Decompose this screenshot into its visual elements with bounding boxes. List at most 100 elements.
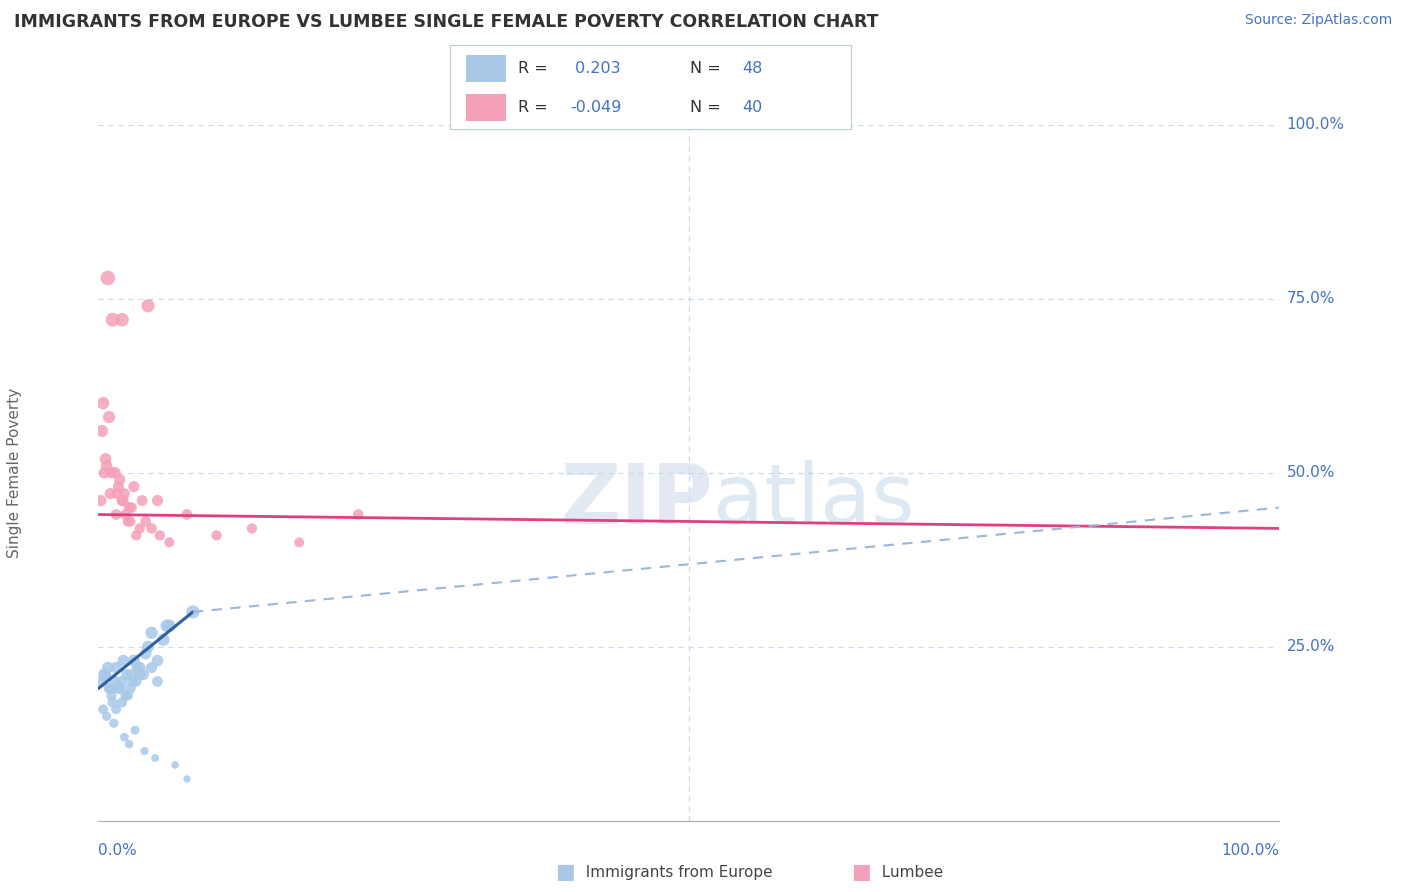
Point <box>104 674 127 689</box>
Text: ZIP: ZIP <box>560 460 713 541</box>
Point <box>146 493 169 508</box>
Point <box>111 312 134 326</box>
Text: 50.0%: 50.0% <box>1286 466 1334 480</box>
Point <box>121 500 143 515</box>
Point <box>111 674 134 689</box>
Point <box>103 716 125 731</box>
Text: 100.0%: 100.0% <box>1286 118 1344 132</box>
Point <box>115 667 138 681</box>
Point <box>105 508 128 522</box>
Point <box>96 458 118 473</box>
Text: 48: 48 <box>742 61 763 76</box>
Point <box>108 473 131 487</box>
Point <box>101 312 124 326</box>
FancyBboxPatch shape <box>465 54 506 82</box>
Point <box>121 667 143 681</box>
Text: 0.203: 0.203 <box>571 61 621 76</box>
Point <box>156 619 179 633</box>
Point <box>91 396 114 410</box>
Point <box>98 681 121 696</box>
Point <box>90 493 112 508</box>
Point <box>97 660 120 674</box>
Point <box>122 480 145 494</box>
Point <box>100 689 122 703</box>
Point <box>117 515 139 529</box>
Point <box>146 674 169 689</box>
Point <box>288 535 311 549</box>
Point <box>118 500 141 515</box>
Text: atlas: atlas <box>713 460 914 541</box>
Point <box>94 451 117 466</box>
Point <box>141 625 163 640</box>
Text: R =: R = <box>517 100 553 115</box>
Point <box>240 521 263 535</box>
Point <box>125 674 148 689</box>
Point <box>114 508 136 522</box>
Point <box>107 480 129 494</box>
Point <box>132 667 155 681</box>
Point <box>176 508 198 522</box>
Point <box>105 486 128 500</box>
Text: Immigrants from Europe: Immigrants from Europe <box>576 865 773 880</box>
Text: R =: R = <box>517 61 553 76</box>
Point <box>157 535 180 549</box>
Point <box>111 493 134 508</box>
Point <box>98 486 121 500</box>
Point <box>181 605 204 619</box>
Point <box>143 751 166 765</box>
Point <box>136 640 159 654</box>
Text: 40: 40 <box>742 100 762 115</box>
Point <box>93 466 115 480</box>
Point <box>101 695 124 709</box>
Point <box>135 515 157 529</box>
Text: ■: ■ <box>851 863 870 882</box>
Point <box>93 667 115 681</box>
Text: Source: ZipAtlas.com: Source: ZipAtlas.com <box>1244 13 1392 28</box>
Point <box>125 528 148 542</box>
Point <box>165 758 187 772</box>
Text: 100.0%: 100.0% <box>1222 843 1279 858</box>
Point <box>121 674 143 689</box>
Point <box>112 493 135 508</box>
Point <box>136 299 159 313</box>
Point <box>124 723 146 738</box>
Point <box>152 632 174 647</box>
Text: Single Female Poverty: Single Female Poverty <box>7 388 22 558</box>
Point <box>105 660 128 674</box>
Point <box>122 654 145 668</box>
Point <box>347 508 370 522</box>
Point <box>131 493 153 508</box>
Point <box>118 737 141 751</box>
Point <box>108 681 131 696</box>
Point <box>205 528 228 542</box>
Text: 75.0%: 75.0% <box>1286 292 1334 306</box>
Point <box>105 702 128 716</box>
Point <box>104 466 127 480</box>
Text: ■: ■ <box>555 863 575 882</box>
Text: IMMIGRANTS FROM EUROPE VS LUMBEE SINGLE FEMALE POVERTY CORRELATION CHART: IMMIGRANTS FROM EUROPE VS LUMBEE SINGLE … <box>14 13 879 31</box>
Point <box>176 772 198 786</box>
Point <box>107 681 129 696</box>
Text: N =: N = <box>690 100 727 115</box>
Point <box>91 674 114 689</box>
Point <box>94 667 117 681</box>
Point <box>120 515 142 529</box>
Point <box>112 730 135 744</box>
Point <box>128 521 150 535</box>
Point <box>117 689 139 703</box>
Point <box>91 702 114 716</box>
Point <box>127 660 149 674</box>
Text: N =: N = <box>690 61 727 76</box>
Point <box>97 271 120 285</box>
Point <box>98 681 121 696</box>
Point <box>141 660 163 674</box>
Point <box>91 424 114 438</box>
Point <box>98 410 121 425</box>
Point <box>135 647 157 661</box>
Point <box>114 689 136 703</box>
Point <box>112 654 135 668</box>
Text: -0.049: -0.049 <box>571 100 621 115</box>
Text: Lumbee: Lumbee <box>872 865 943 880</box>
Point <box>112 486 135 500</box>
Point <box>96 709 118 723</box>
